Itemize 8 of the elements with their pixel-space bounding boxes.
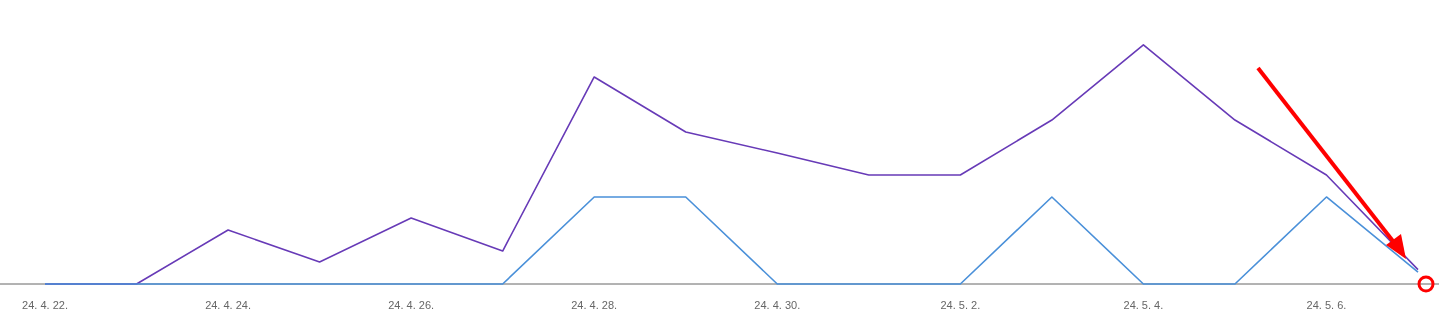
x-tick-label: 24. 4. 28. <box>571 299 618 311</box>
x-tick-label: 24. 4. 24. <box>205 299 251 311</box>
x-tick-label: 24. 4. 26. <box>388 299 435 311</box>
x-tick-label: 24. 4. 22. <box>22 299 68 311</box>
x-tick-label: 24. 5. 4. <box>1123 299 1164 311</box>
x-tick-label: 24. 5. 2. <box>940 299 981 311</box>
x-tick-label: 24. 4. 30. <box>754 299 801 311</box>
x-tick-label: 24. 5. 6. <box>1306 299 1347 311</box>
